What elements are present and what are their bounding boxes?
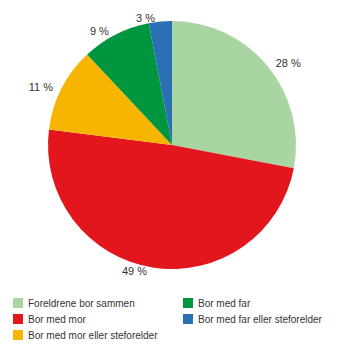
svg-text:Bor med mor: Bor med mor [28,314,86,325]
svg-text:Bor med mor eller steforelder: Bor med mor eller steforelder [28,330,158,341]
svg-text:11 %: 11 % [29,81,53,93]
svg-text:Bor med far: Bor med far [198,298,251,309]
svg-text:49 %: 49 % [122,265,147,277]
svg-text:Foreldrene bor sammen: Foreldrene bor sammen [28,298,135,309]
svg-text:28 %: 28 % [276,57,301,69]
svg-text:9 %: 9 % [90,25,109,37]
svg-text:3 %: 3 % [136,12,155,24]
svg-text:Bor med far eller steforelder: Bor med far eller steforelder [198,314,323,325]
